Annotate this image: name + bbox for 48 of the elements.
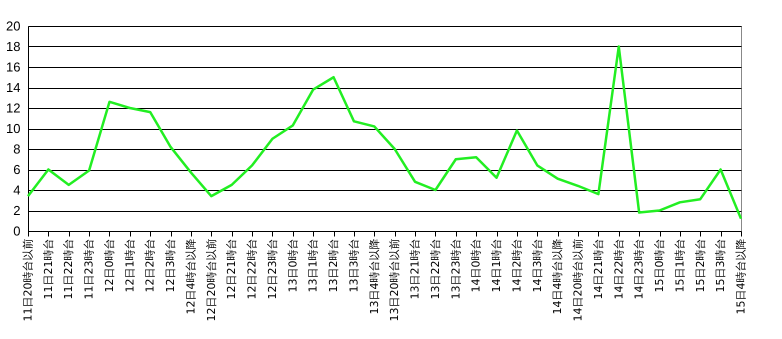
x-tick-label: 15日3時台 [714,238,728,292]
x-tick-label: 12日0時台 [102,238,116,292]
x-tick-label: 13日4時台以降 [368,238,381,314]
y-tick-label: 8 [13,142,20,156]
x-tick-label: 14日2時台 [510,238,524,292]
y-tick-label: 16 [6,60,20,74]
x-tick-label: 13日23時台 [449,238,462,300]
x-tick-label: 14日23時台 [632,238,646,300]
x-tick-label: 13日2時台 [327,238,340,292]
x-tick-label: 15日1時台 [673,238,686,292]
x-tick-label: 14日1時台 [490,238,504,292]
x-tick-label: 12日21時台 [225,238,238,300]
y-tick-label: 20 [6,18,20,34]
x-tick-label: 11日22時台 [62,238,76,300]
x-tick-label: 13日3時台 [347,238,360,292]
y-tick-label: 10 [6,121,20,136]
y-tick-label: 0 [13,224,20,238]
x-tick-label: 13日21時台 [408,238,422,300]
x-tick-label: 14日21時台 [592,238,605,300]
y-tick-label: 18 [6,39,20,54]
x-tick-label: 14日3時台 [530,238,544,292]
x-tick-label: 12日23時台 [266,238,279,300]
y-tick-label: 2 [13,203,20,218]
y-tick-label: 12 [6,100,20,116]
x-tick-label: 12日20時台以前 [204,238,218,322]
x-tick-label: 12日22時台 [246,238,259,300]
x-tick-label: 14日22時台 [612,238,626,300]
x-tick-label: 14日0時台 [470,238,483,292]
y-tick-label: 4 [13,182,20,198]
x-tick-label: 15日0時台 [653,238,666,292]
x-tick-label: 12日4時台以降 [184,238,198,314]
x-tick-label: 13日0時台 [286,238,300,292]
line-series [26,45,742,220]
x-tick-label: 15日4時台以降 [734,238,748,314]
x-tick-label: 13日20時台以前 [388,238,402,322]
x-tick-label: 15日2時台 [694,238,707,292]
x-tick-label: 11日23時台 [82,238,96,300]
x-tick-label: 13日22時台 [428,238,442,300]
x-tick-label: 12日1時台 [123,238,136,292]
x-tick-label: 12日3時台 [164,238,178,292]
y-tick-label: 14 [6,80,20,95]
x-tick-label: 11日20時台以前 [22,238,34,322]
x-tick-label: 12日2時台 [144,238,157,292]
x-tick-label: 11日21時台 [42,238,55,300]
x-tick-label: 13日1時台 [306,238,320,292]
y-tick-label: 6 [13,162,20,177]
x-tick-label: 14日4時台以降 [551,238,564,314]
x-tick-label: 14日20時台以前 [572,238,585,322]
